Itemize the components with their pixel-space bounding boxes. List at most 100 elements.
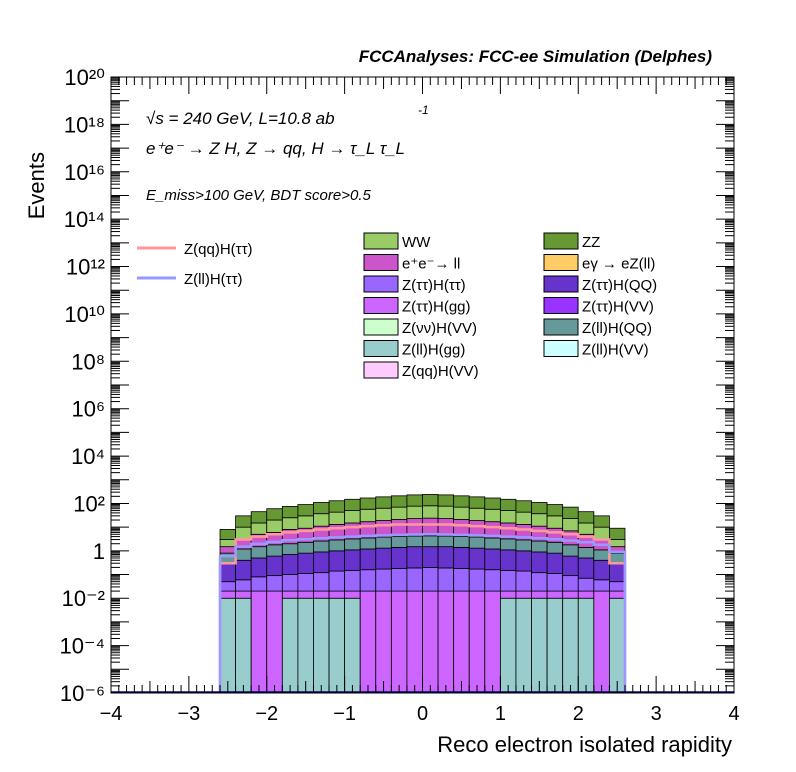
bar-segment bbox=[499, 538, 517, 551]
bar-segment bbox=[406, 546, 423, 569]
bar-segment bbox=[235, 526, 252, 540]
annotation-energy: √s = 240 GeV, L=10.8 ab -1 bbox=[146, 103, 429, 128]
bar-segment bbox=[515, 590, 532, 599]
bar-segment bbox=[422, 505, 439, 519]
bar-segment bbox=[219, 597, 236, 694]
y-tick-label: 10¹⁴ bbox=[64, 207, 105, 232]
bar-segment bbox=[375, 568, 392, 592]
bar-segment bbox=[453, 568, 470, 592]
bar-segment bbox=[468, 568, 486, 592]
bar-segment bbox=[281, 554, 299, 575]
bar-segment bbox=[250, 590, 268, 694]
legend-swatch bbox=[543, 232, 579, 250]
bar-segment bbox=[577, 557, 595, 579]
bar-segment bbox=[235, 597, 252, 694]
bar-segment bbox=[453, 536, 470, 548]
bar-segment bbox=[375, 536, 392, 549]
x-axis-label: Reco electron isolated rapidity bbox=[437, 732, 732, 757]
bar-segment bbox=[219, 581, 236, 592]
y-tick-label: 10⁸ bbox=[71, 349, 105, 374]
bar-segment bbox=[297, 552, 314, 574]
legend-label: Z(ll)H(VV) bbox=[582, 342, 649, 359]
bar-segment bbox=[499, 569, 517, 592]
series-line bbox=[218, 523, 627, 693]
bar-segment bbox=[281, 506, 299, 519]
bar-segment bbox=[546, 573, 564, 592]
legend-swatch bbox=[543, 318, 579, 336]
bar-segment bbox=[406, 567, 423, 592]
x-tick-label: 0 bbox=[417, 703, 428, 725]
bar-segment bbox=[328, 511, 346, 525]
bar-segment bbox=[593, 515, 610, 528]
legend-label: WW bbox=[402, 234, 431, 251]
bar-segment bbox=[422, 535, 439, 548]
bar-segment bbox=[531, 572, 548, 592]
bar-segment bbox=[297, 597, 314, 694]
x-tick-label: 2 bbox=[573, 703, 584, 725]
y-tick-label: 10¹⁰ bbox=[64, 302, 105, 327]
bar-segment bbox=[359, 590, 377, 694]
bar-segment bbox=[515, 539, 532, 552]
bar-segment bbox=[313, 513, 330, 527]
bar-segment bbox=[390, 506, 408, 520]
bar-segment bbox=[375, 496, 392, 509]
bar-segment bbox=[499, 590, 517, 599]
bar-segment bbox=[546, 515, 564, 529]
legend-swatch bbox=[363, 254, 399, 271]
bar-segment bbox=[546, 552, 564, 574]
bar-segment bbox=[515, 570, 532, 592]
bar-segment bbox=[297, 590, 314, 599]
bar-segment bbox=[328, 539, 346, 552]
bar-segment bbox=[406, 494, 423, 507]
bar-segment bbox=[609, 527, 626, 540]
bar-segment bbox=[297, 504, 314, 517]
bar-segment bbox=[328, 570, 346, 592]
bar-segment bbox=[437, 494, 455, 507]
bar-segment bbox=[593, 579, 610, 592]
bar-segment bbox=[406, 505, 423, 519]
bar-segment bbox=[468, 547, 486, 570]
legend: Z(qq)H(ττ) Z(ll)H(ττ) WW ZZ e⁺e⁻→ ll eγ → eZ(… bbox=[137, 232, 657, 380]
legend-label: Z(ττ)H(gg) bbox=[402, 299, 471, 316]
bar-segment bbox=[499, 597, 517, 694]
bar-segment bbox=[281, 517, 299, 530]
bar-segment bbox=[484, 548, 501, 571]
bar-segment bbox=[546, 504, 564, 517]
x-tick-label: −4 bbox=[100, 703, 123, 725]
bar-segment bbox=[219, 546, 236, 554]
bar-segment bbox=[453, 506, 470, 520]
bar-segment bbox=[235, 590, 252, 599]
legend-swatch bbox=[363, 318, 399, 336]
bar-segment bbox=[406, 590, 423, 694]
bar-segment bbox=[390, 546, 408, 569]
bar-segment bbox=[499, 549, 517, 571]
legend-swatch bbox=[543, 297, 579, 314]
bar-segment bbox=[250, 576, 268, 592]
bar-segment bbox=[562, 575, 579, 592]
bar-segment bbox=[344, 538, 361, 551]
bar-segment bbox=[422, 590, 439, 694]
chart-title: FCCAnalyses: FCC-ee Simulation (Delphes) bbox=[359, 47, 713, 66]
bar-segment bbox=[281, 590, 299, 599]
bar-segment bbox=[609, 539, 626, 548]
bar-segment bbox=[422, 494, 439, 507]
bar-segment bbox=[609, 597, 626, 694]
legend-swatch bbox=[363, 232, 399, 250]
y-axis-label: Events bbox=[24, 152, 49, 219]
bar-segment bbox=[266, 544, 283, 557]
bar-segment bbox=[484, 590, 501, 694]
bar-segment bbox=[531, 540, 548, 553]
bar-segment bbox=[531, 551, 548, 574]
legend-swatch bbox=[363, 297, 399, 314]
bar-segment bbox=[266, 508, 283, 521]
legend-swatch bbox=[363, 340, 399, 357]
bar-segment bbox=[422, 567, 439, 592]
y-tick-label: 10² bbox=[73, 491, 105, 516]
y-tick-label: 10¹² bbox=[66, 255, 105, 280]
bar-segment bbox=[328, 590, 346, 599]
bar-segment bbox=[562, 597, 579, 694]
x-tick-label: 1 bbox=[495, 703, 506, 725]
bar-segment bbox=[546, 590, 564, 599]
bar-segment bbox=[484, 508, 501, 523]
